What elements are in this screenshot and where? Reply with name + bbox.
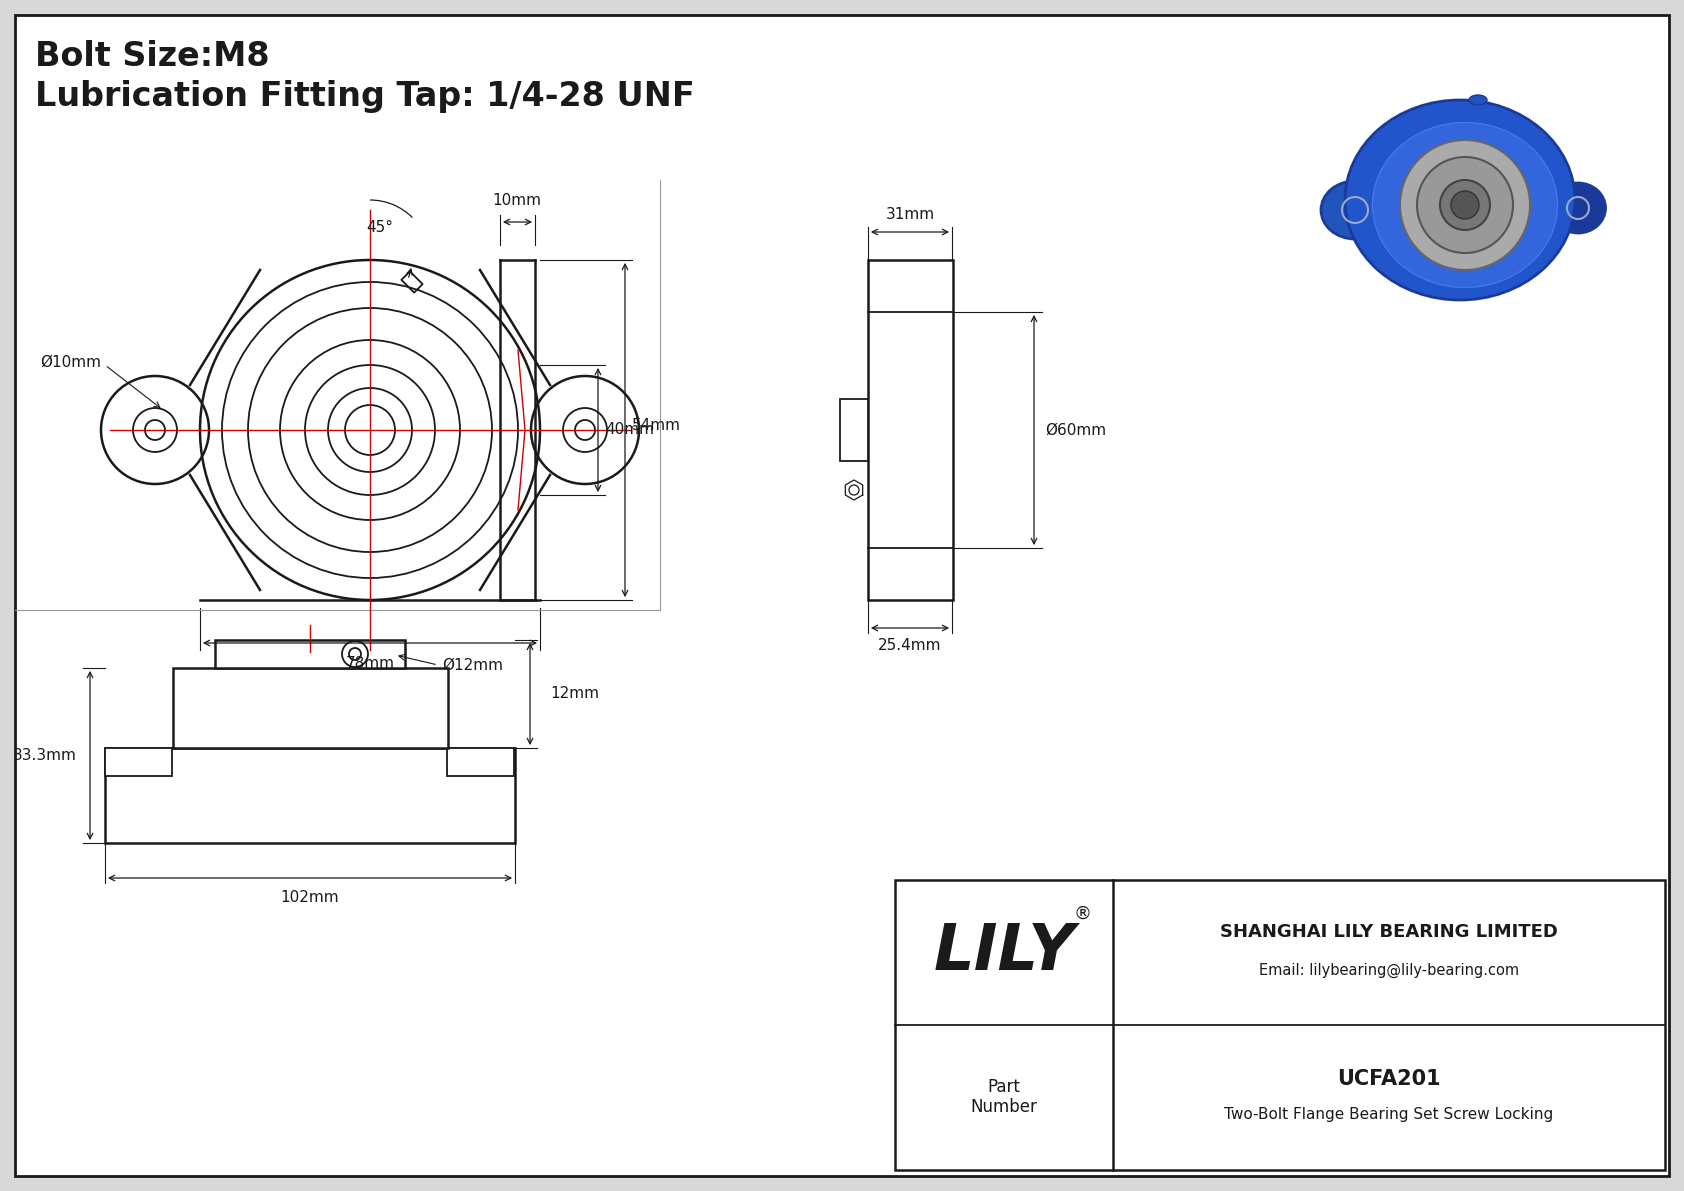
Text: 31mm: 31mm — [886, 207, 935, 222]
Ellipse shape — [1320, 181, 1389, 239]
Bar — [867, 260, 953, 600]
Text: 102mm: 102mm — [281, 890, 338, 905]
Text: Two-Bolt Flange Bearing Set Screw Locking: Two-Bolt Flange Bearing Set Screw Lockin… — [1224, 1108, 1554, 1122]
Bar — [216, 640, 404, 668]
Text: Part
Number: Part Number — [970, 1078, 1037, 1116]
Bar — [104, 748, 515, 843]
Text: 25.4mm: 25.4mm — [879, 638, 941, 653]
Bar — [104, 748, 172, 777]
Ellipse shape — [1468, 95, 1487, 105]
Text: Bolt Size:M8: Bolt Size:M8 — [35, 40, 269, 73]
Text: 54mm: 54mm — [632, 418, 680, 432]
Text: Ø12mm: Ø12mm — [441, 657, 504, 673]
Text: UCFA201: UCFA201 — [1337, 1070, 1442, 1089]
Bar — [173, 668, 448, 748]
Text: SHANGHAI LILY BEARING LIMITED: SHANGHAI LILY BEARING LIMITED — [1221, 923, 1558, 941]
Text: LILY: LILY — [933, 921, 1074, 983]
Text: 40mm: 40mm — [605, 423, 653, 437]
Text: Lubrication Fitting Tap: 1/4-28 UNF: Lubrication Fitting Tap: 1/4-28 UNF — [35, 80, 695, 113]
Circle shape — [1452, 191, 1479, 219]
Bar — [446, 748, 514, 777]
Text: Ø10mm: Ø10mm — [40, 355, 101, 369]
Text: Email: lilybearing@lily-bearing.com: Email: lilybearing@lily-bearing.com — [1260, 962, 1519, 978]
Text: 12mm: 12mm — [551, 686, 600, 701]
Ellipse shape — [1372, 123, 1558, 287]
Text: Ø60mm: Ø60mm — [1046, 423, 1106, 437]
Ellipse shape — [1346, 100, 1575, 300]
Text: ®: ® — [1073, 905, 1091, 923]
Circle shape — [1440, 180, 1490, 230]
Text: 45°: 45° — [367, 220, 394, 235]
Text: 78mm: 78mm — [345, 656, 394, 671]
Bar — [894, 880, 1665, 1170]
Text: 10mm: 10mm — [492, 193, 542, 208]
Circle shape — [1416, 157, 1512, 252]
Circle shape — [1399, 141, 1531, 270]
Bar — [840, 399, 867, 461]
Text: 33.3mm: 33.3mm — [13, 748, 77, 762]
Ellipse shape — [1551, 183, 1605, 233]
